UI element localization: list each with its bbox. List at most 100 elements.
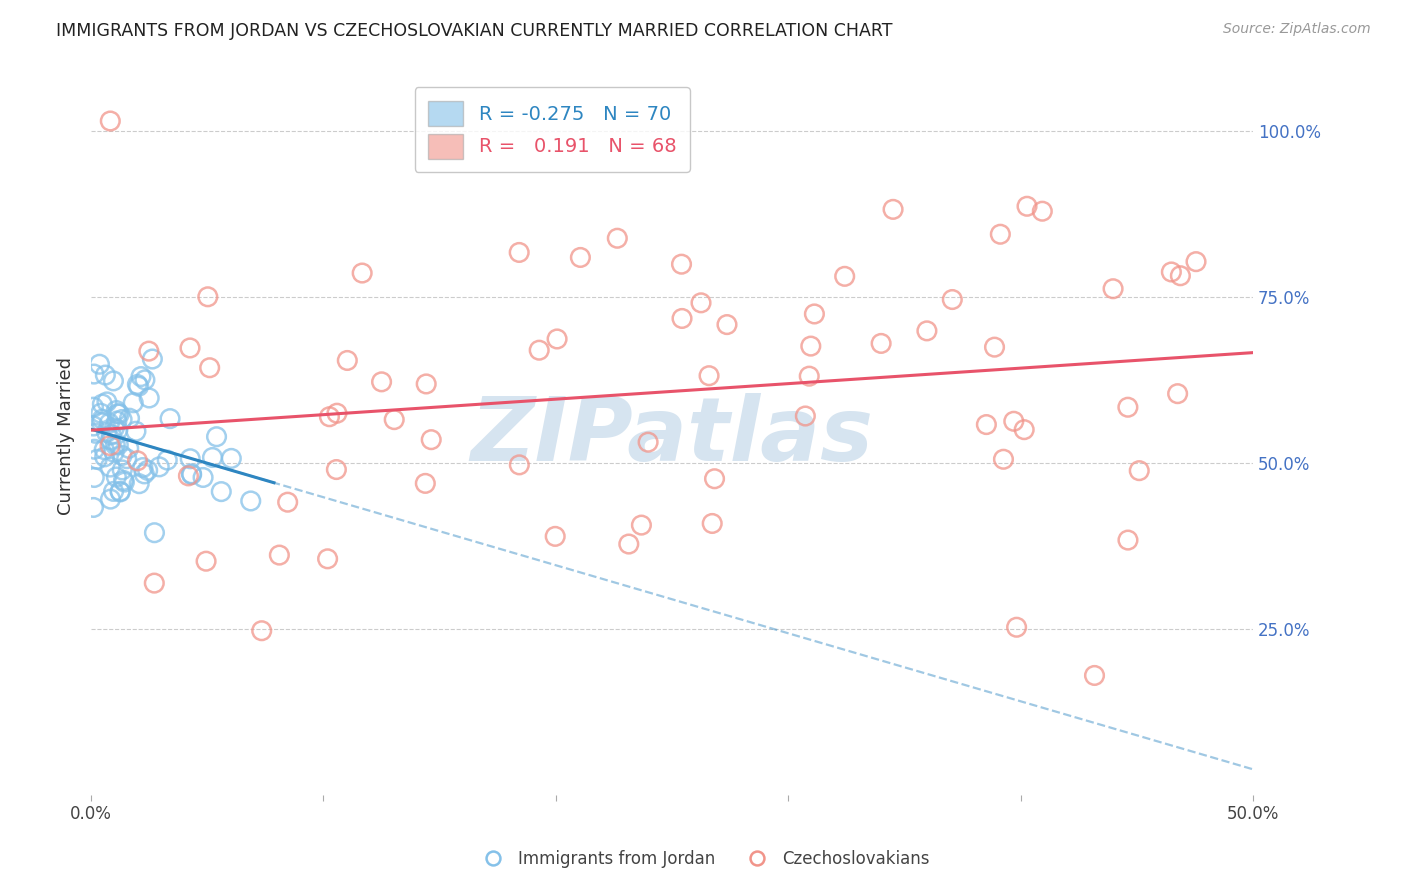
Point: [179, 451, 201, 466]
Point: [82, 500, 104, 515]
Point: [703, 472, 725, 486]
Point: [799, 369, 821, 384]
Point: [834, 269, 856, 284]
Point: [191, 470, 214, 484]
Point: [870, 336, 893, 351]
Point: [221, 451, 243, 466]
Point: [94, 368, 117, 382]
Point: [415, 476, 437, 491]
Point: [671, 257, 693, 271]
Point: [716, 318, 738, 332]
Point: [82, 400, 104, 414]
Point: [794, 409, 817, 423]
Point: [630, 518, 652, 533]
Point: [136, 463, 159, 477]
Point: [112, 475, 135, 489]
Point: [179, 341, 201, 355]
Point: [118, 442, 141, 456]
Point: [89, 357, 111, 371]
Point: [111, 412, 134, 426]
Point: [107, 438, 129, 452]
Point: [325, 462, 347, 476]
Point: [544, 529, 567, 543]
Point: [988, 227, 1011, 242]
Point: [1167, 386, 1189, 401]
Y-axis label: Currently Married: Currently Married: [58, 358, 75, 516]
Point: [198, 360, 221, 375]
Point: [127, 454, 149, 468]
Text: IMMIGRANTS FROM JORDAN VS CZECHOSLOVAKIAN CURRENTLY MARRIED CORRELATION CHART: IMMIGRANTS FROM JORDAN VS CZECHOSLOVAKIA…: [56, 22, 893, 40]
Point: [508, 245, 530, 260]
Point: [316, 551, 339, 566]
Point: [697, 368, 720, 383]
Point: [415, 376, 437, 391]
Point: [606, 231, 628, 245]
Point: [326, 406, 349, 420]
Point: [100, 492, 122, 507]
Point: [103, 374, 125, 388]
Point: [105, 414, 128, 428]
Point: [134, 467, 156, 481]
Point: [1185, 254, 1208, 268]
Point: [83, 442, 105, 457]
Point: [269, 548, 291, 562]
Point: [205, 430, 228, 444]
Point: [1012, 423, 1035, 437]
Point: [569, 251, 592, 265]
Point: [915, 324, 938, 338]
Point: [83, 367, 105, 381]
Point: [111, 449, 134, 463]
Point: [156, 453, 179, 467]
Point: [90, 415, 112, 429]
Point: [527, 343, 550, 358]
Point: [180, 467, 202, 482]
Point: [177, 468, 200, 483]
Point: [100, 433, 122, 447]
Point: [143, 576, 166, 591]
Point: [803, 307, 825, 321]
Point: [702, 516, 724, 531]
Point: [91, 397, 114, 411]
Point: [96, 425, 118, 440]
Point: [1002, 414, 1025, 428]
Point: [107, 407, 129, 421]
Point: [370, 375, 392, 389]
Point: [108, 484, 131, 499]
Point: [103, 445, 125, 459]
Point: [941, 293, 963, 307]
Point: [180, 467, 202, 481]
Point: [141, 352, 163, 367]
Point: [132, 460, 155, 475]
Point: [1083, 668, 1105, 682]
Point: [148, 459, 170, 474]
Point: [118, 411, 141, 425]
Point: [98, 460, 121, 475]
Point: [209, 484, 232, 499]
Point: [105, 403, 128, 417]
Point: [143, 525, 166, 540]
Point: [105, 470, 128, 484]
Point: [1116, 533, 1139, 547]
Point: [508, 458, 530, 472]
Point: [1031, 204, 1053, 219]
Point: [98, 439, 121, 453]
Point: [104, 438, 127, 452]
Point: [318, 409, 340, 424]
Point: [103, 421, 125, 435]
Point: [115, 451, 138, 466]
Point: [90, 406, 112, 420]
Point: [690, 295, 713, 310]
Point: [134, 373, 156, 387]
Point: [195, 554, 218, 568]
Point: [122, 396, 145, 410]
Point: [127, 377, 149, 392]
Point: [103, 484, 125, 499]
Point: [1015, 199, 1038, 213]
Point: [125, 424, 148, 438]
Point: [83, 470, 105, 484]
Point: [159, 411, 181, 425]
Point: [93, 450, 115, 464]
Point: [107, 423, 129, 437]
Point: [671, 311, 693, 326]
Point: [1102, 282, 1125, 296]
